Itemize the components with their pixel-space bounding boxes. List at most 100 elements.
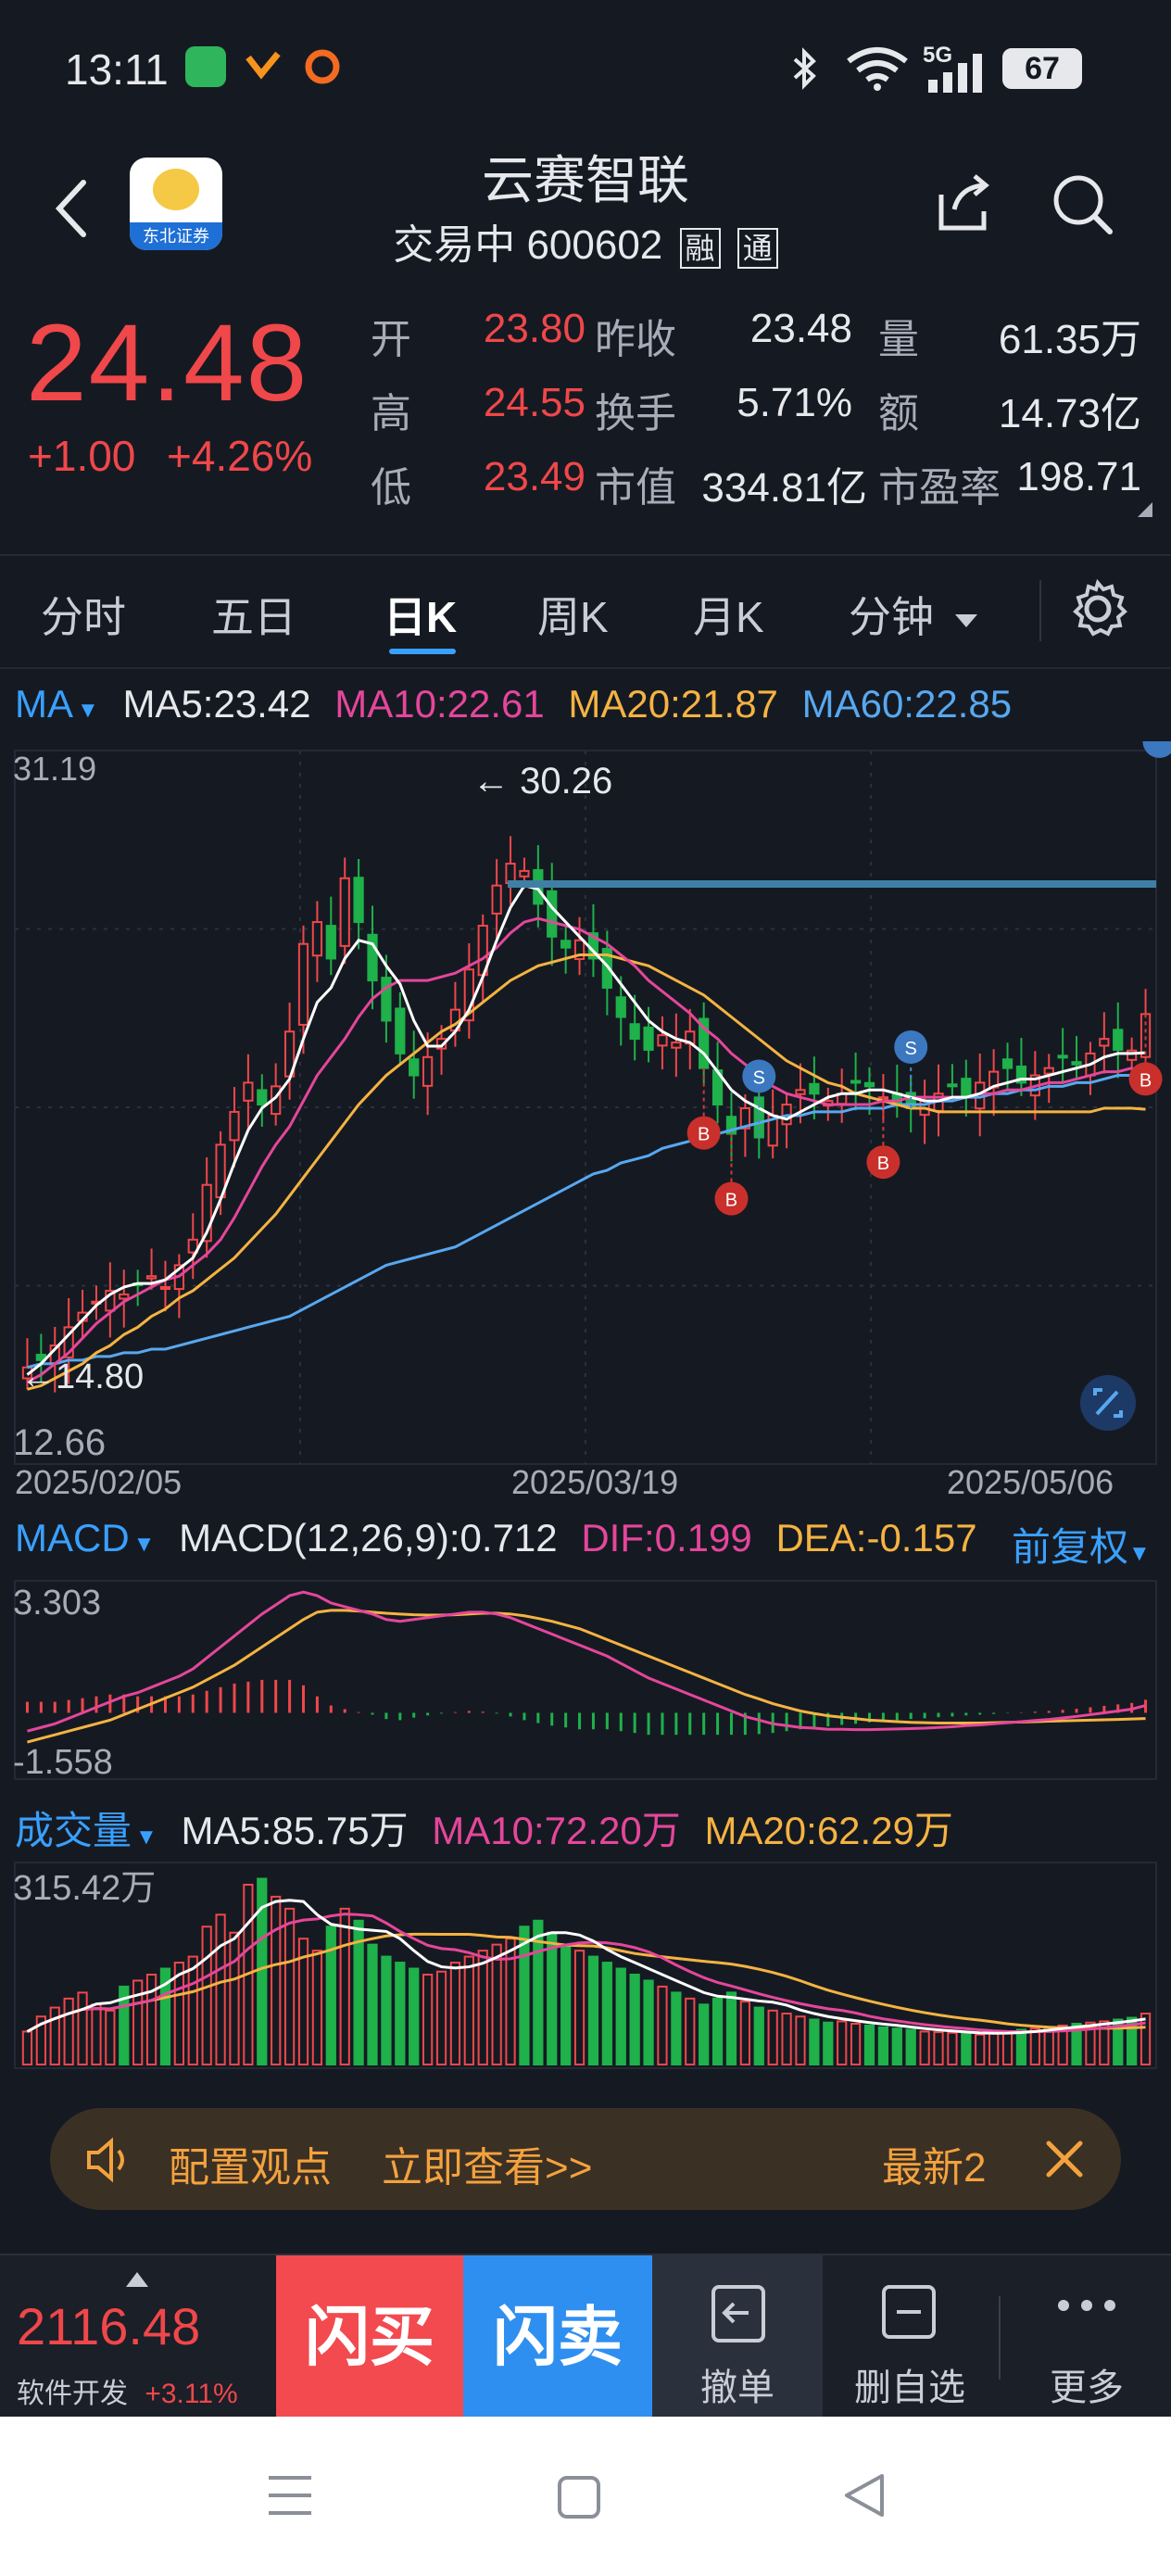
buy-signal-marker[interactable]: B: [1128, 1014, 1163, 1096]
low-label: 低: [371, 465, 411, 511]
up-triangle-icon: [126, 2272, 148, 2287]
amount-value: 14.73亿: [998, 391, 1141, 436]
volume-bar: [159, 1967, 171, 2065]
close-icon[interactable]: [1041, 2136, 1088, 2187]
ma20-value: MA20:21.87: [568, 682, 778, 726]
tab-minute[interactable]: 分钟: [849, 584, 977, 645]
volume-bar: [850, 2023, 862, 2065]
tab-intraday[interactable]: 分时: [41, 593, 126, 641]
volume-bar: [809, 2018, 820, 2065]
volume-bar: [395, 1962, 406, 2065]
candle: [947, 1064, 958, 1102]
price-change-pct: +4.26%: [167, 432, 313, 480]
signal-label: B: [725, 1191, 737, 1211]
news-banner[interactable]: 配置观点 立即查看>> 最新2: [50, 2108, 1121, 2210]
menu-nav-button[interactable]: [265, 2470, 315, 2525]
gear-icon[interactable]: [1065, 576, 1130, 641]
adjust-selector[interactable]: 前复权▼: [1012, 1516, 1151, 1572]
bluetooth-icon: [789, 46, 819, 95]
remove-watchlist-button[interactable]: 删自选: [823, 2255, 997, 2418]
toolbar-divider: [999, 2296, 1001, 2380]
buy-signal-marker[interactable]: B: [686, 1067, 721, 1150]
quick-sell-button[interactable]: 闪卖: [463, 2255, 652, 2418]
volume-bar: [1113, 2018, 1124, 2065]
buy-signal-marker[interactable]: B: [866, 1097, 900, 1180]
back-button[interactable]: [48, 171, 94, 260]
candle: [657, 1016, 668, 1070]
turnover-label: 换手: [595, 391, 676, 436]
tab-monthly-k[interactable]: 月K: [693, 593, 764, 641]
volume-bar: [1057, 2024, 1068, 2065]
candle: [1015, 1038, 1027, 1096]
ma-legend[interactable]: MA ▼ MA5:23.42 MA10:22.61 MA20:21.87 MA60…: [15, 682, 1025, 726]
tab-daily-k[interactable]: 日K: [384, 593, 458, 641]
candle: [1113, 1002, 1124, 1079]
open-value: 23.80: [483, 306, 586, 351]
volume-bar: [187, 1955, 198, 2065]
system-nav-bar: [0, 2417, 1171, 2576]
tab-weekly-k[interactable]: 周K: [537, 593, 609, 641]
signal-label: B: [698, 1125, 710, 1145]
volume-bar: [201, 1926, 212, 2065]
volume-bar: [1029, 2027, 1040, 2065]
candle: [547, 863, 558, 966]
signal-label: S: [905, 1039, 917, 1059]
volume-label: 量: [878, 317, 919, 362]
candle: [243, 1054, 254, 1130]
expand-icon[interactable]: [1138, 502, 1152, 517]
ma10-value: MA10:22.61: [334, 682, 545, 726]
candle: [560, 925, 572, 974]
macd-indicator-type[interactable]: MACD: [15, 1516, 130, 1559]
candle: [615, 976, 626, 1046]
candlestick-chart[interactable]: B B S B S B S 31.19 12.66 ← 30.26 ←14.80 2025/…: [0, 741, 1171, 1510]
share-button[interactable]: [926, 167, 1001, 241]
quick-buy-button[interactable]: 闪买: [276, 2255, 463, 2418]
indicator-type[interactable]: MA: [15, 682, 73, 726]
volume-bar: [105, 2009, 116, 2066]
volume-bar: [643, 1979, 654, 2065]
macd-legend[interactable]: MACD ▼ MACD(12,26,9):0.712 DIF:0.199 DEA:…: [15, 1516, 990, 1560]
home-nav-button[interactable]: [554, 2472, 604, 2527]
sector-index-value[interactable]: 2116.48: [17, 2297, 201, 2355]
candle: [395, 991, 406, 1066]
sell-signal-marker[interactable]: S: [742, 1059, 776, 1138]
back-nav-button[interactable]: [839, 2470, 889, 2525]
buy-signal-marker[interactable]: B: [714, 1133, 749, 1216]
candle: [491, 859, 502, 942]
fullscreen-button[interactable]: [1080, 1375, 1136, 1431]
volume-bar: [823, 2021, 834, 2066]
cancel-order-button[interactable]: 撤单: [652, 2255, 823, 2418]
volume-legend[interactable]: 成交量 ▼ MA5:85.75万 MA10:72.20万 MA20:62.29万: [15, 1799, 966, 1856]
macd-value: MACD(12,26,9):0.712: [179, 1516, 558, 1559]
chevron-down-icon: ▼: [135, 1825, 157, 1850]
cancel-order-label: 撤单: [700, 2368, 774, 2408]
search-button[interactable]: [1045, 167, 1119, 241]
volume-indicator-type[interactable]: 成交量: [15, 1809, 132, 1852]
signal-label: B: [877, 1154, 889, 1174]
candle: [353, 859, 364, 950]
volume-bar: [547, 1931, 558, 2065]
more-button[interactable]: 更多: [1002, 2255, 1171, 2418]
prev-close-value: 23.48: [749, 306, 852, 351]
banner-link[interactable]: 立即查看>>: [382, 2145, 593, 2191]
dif-line: [27, 1590, 1146, 1733]
sell-signal-marker[interactable]: S: [894, 1029, 928, 1108]
signal-icon: [926, 52, 988, 97]
more-label: 更多: [1050, 2368, 1124, 2408]
candle: [587, 903, 599, 978]
macd-chart[interactable]: 3.303 -1.558: [0, 1575, 1171, 1785]
sector-change: +3.11%: [145, 2379, 238, 2409]
volume-bar: [49, 2006, 60, 2065]
chevron-down-icon: ▼: [77, 698, 99, 723]
battery-icon: 67: [1002, 48, 1082, 89]
volume-bar: [1015, 2028, 1027, 2066]
sector-index-name[interactable]: 软件开发 +3.11%: [17, 2370, 238, 2411]
tab-five-day[interactable]: 五日: [211, 593, 296, 641]
candle: [339, 857, 350, 965]
volume-bar: [325, 1926, 336, 2065]
volume-chart[interactable]: 315.42万: [0, 1857, 1171, 2074]
sell-signal-marker[interactable]: S: [1142, 741, 1171, 758]
period-tabs: 分时 五日 日K 周K 月K 分钟: [0, 554, 1171, 669]
candle: [311, 901, 323, 982]
volume-bar: [353, 1919, 364, 2065]
